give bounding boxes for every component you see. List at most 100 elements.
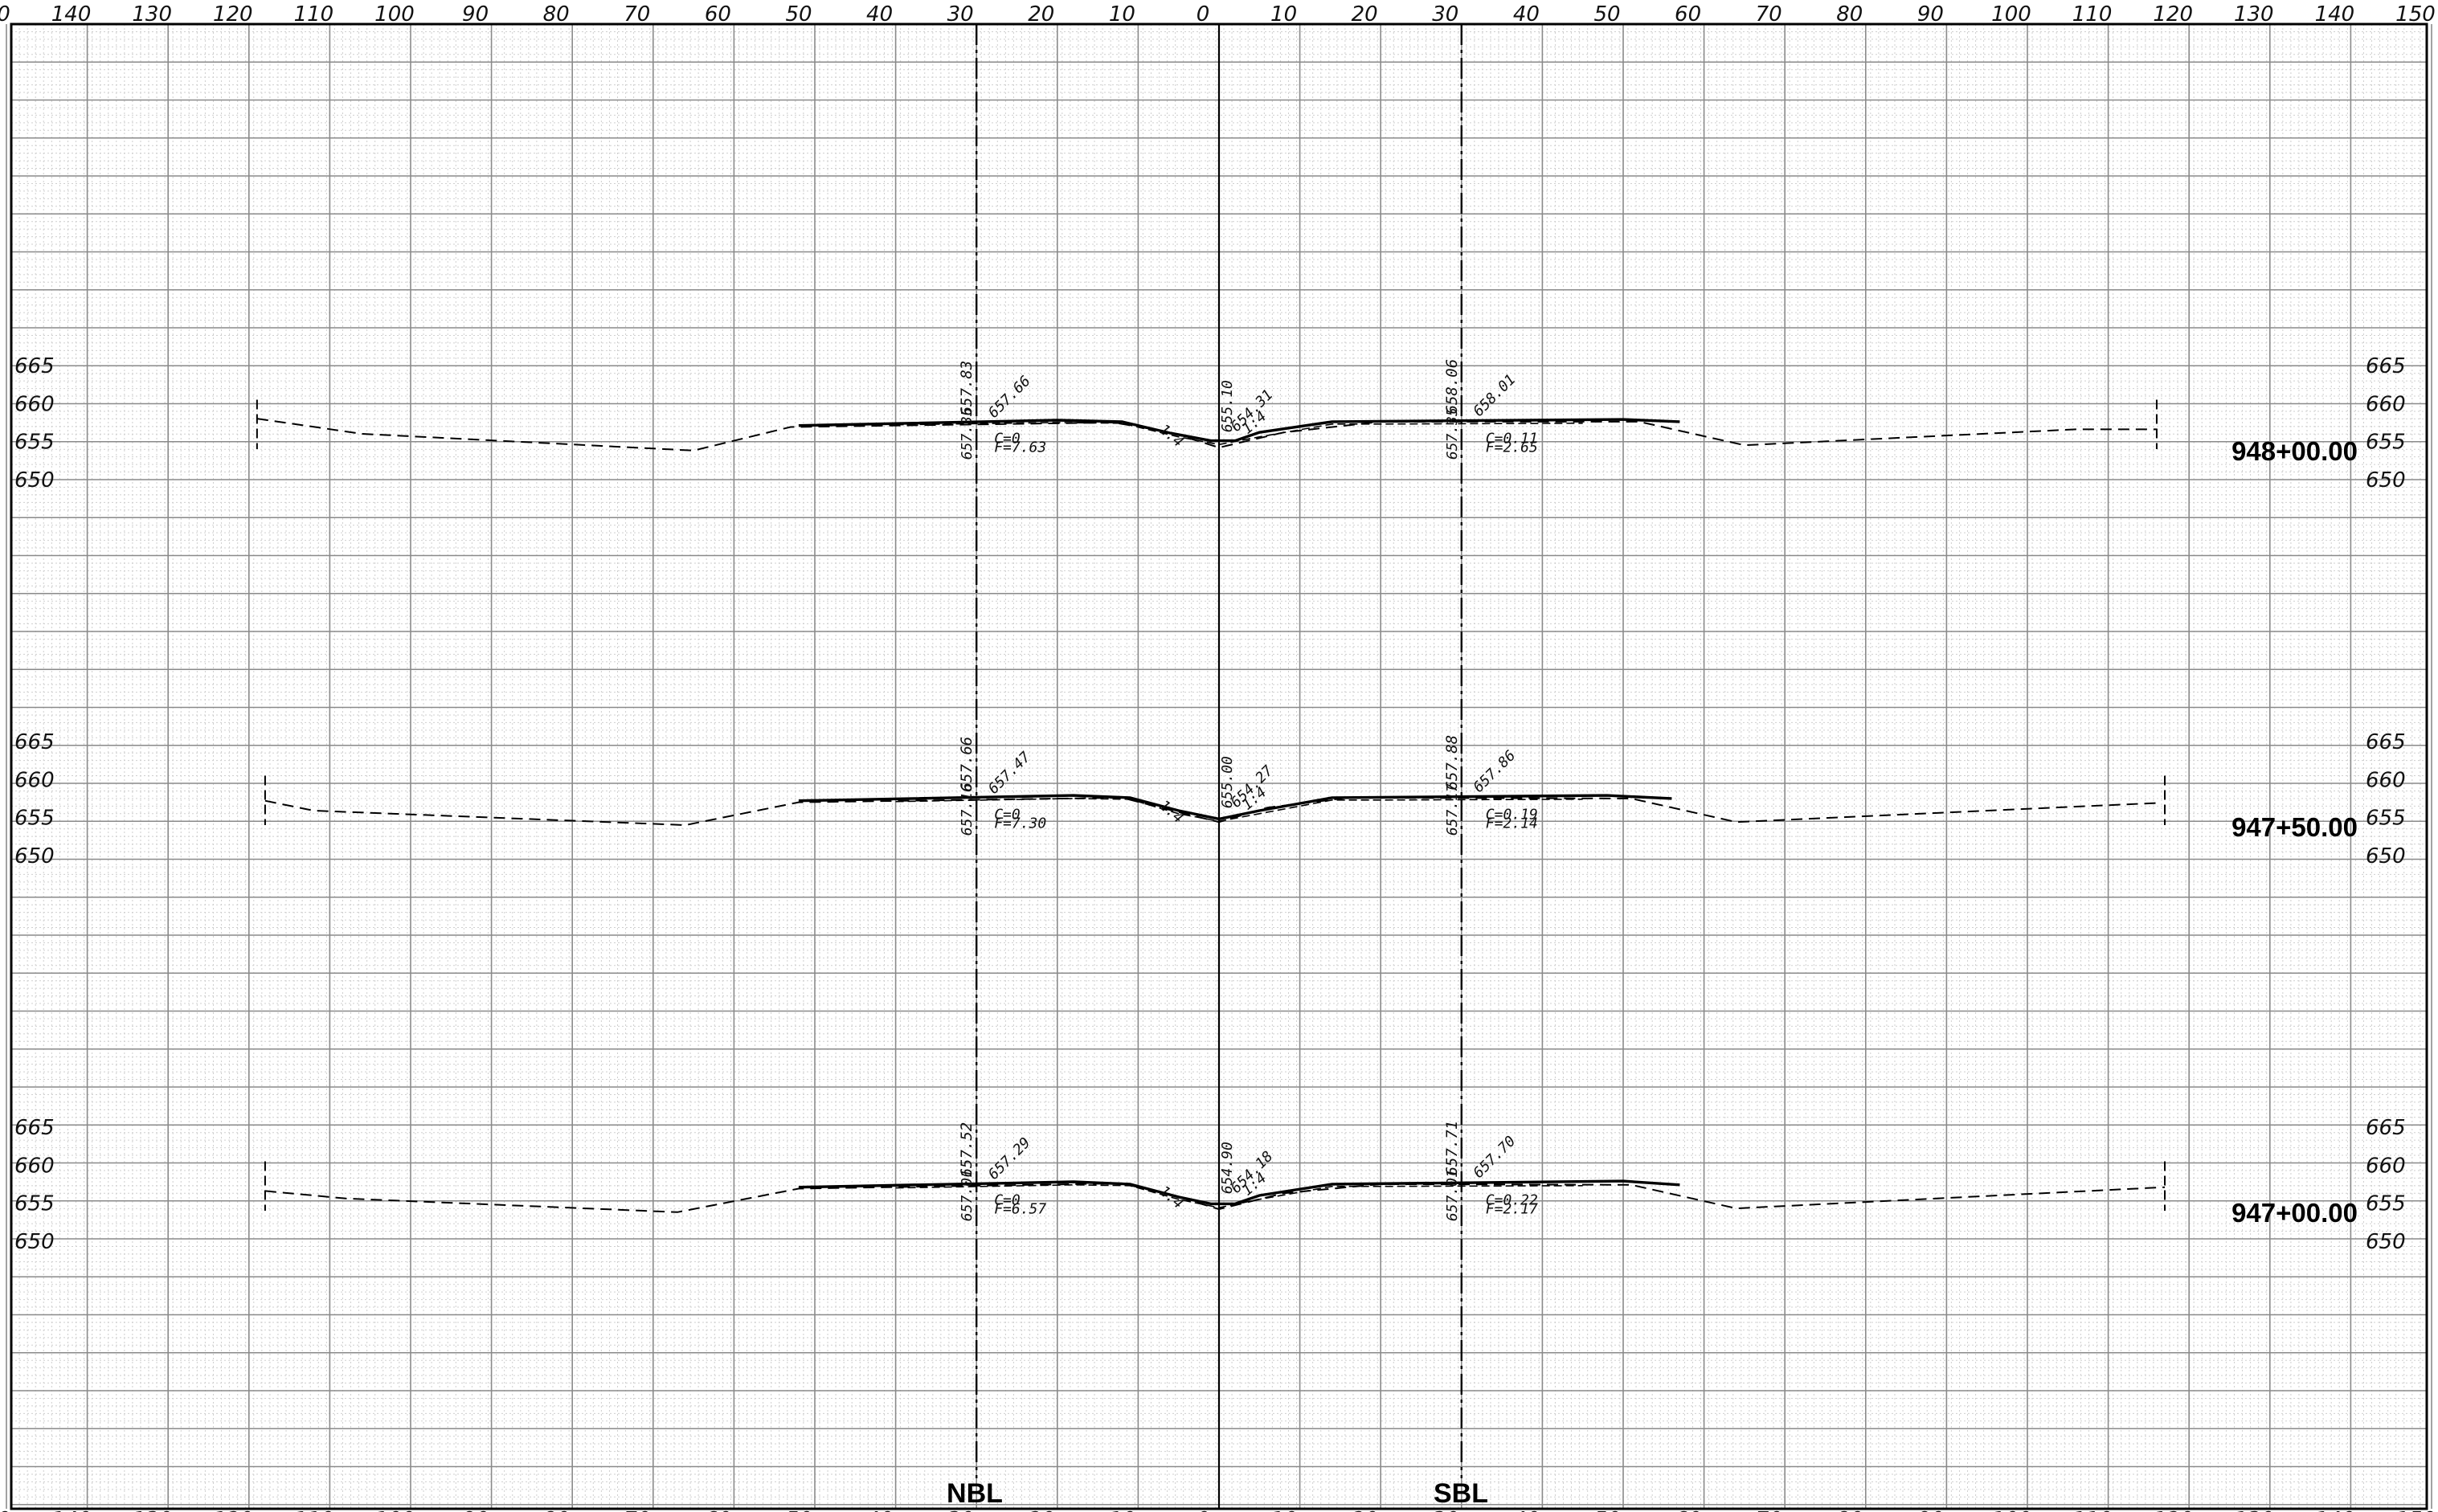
- sbl-edge-elevation: 657.86: [1470, 747, 1519, 796]
- nbl-grade-elevation: 657.52: [958, 1122, 976, 1178]
- nbl-subgrade-elevation: 657.01: [959, 1169, 976, 1221]
- elevation-label-left: 660: [14, 392, 55, 416]
- x-tick-top: 90: [462, 2, 489, 27]
- sbl-fill-value: F=2.65: [1486, 439, 1538, 456]
- x-axis-top: 1501401301201101009080706050403020100102…: [0, 2, 2436, 27]
- x-tick-bottom: 90: [462, 1508, 489, 1512]
- x-tick-bottom: 130: [2234, 1508, 2274, 1512]
- x-tick-top: 90: [1917, 2, 1944, 27]
- x-tick-top: 50: [1593, 2, 1620, 27]
- x-tick-bottom: 80: [1836, 1508, 1863, 1512]
- elevation-label-right: 650: [2366, 844, 2406, 868]
- x-tick-top: 100: [374, 2, 415, 27]
- x-tick-top: 140: [2315, 2, 2355, 27]
- x-tick-top: 30: [947, 2, 974, 27]
- x-tick-bottom: 100: [374, 1508, 415, 1512]
- nbl-cut-value: C=0: [994, 806, 1021, 823]
- x-tick-bottom: 120: [2153, 1508, 2193, 1512]
- x-tick-bottom: 60: [705, 1508, 731, 1512]
- x-tick-bottom: 30: [1432, 1508, 1458, 1512]
- x-tick-bottom: 70: [1756, 1508, 1782, 1512]
- slope-left: 1:4: [1156, 1183, 1186, 1212]
- sbl-label: SBL: [1434, 1478, 1488, 1509]
- x-tick-top: 0: [1197, 2, 1210, 27]
- x-tick-top: 30: [1432, 2, 1458, 27]
- x-tick-top: 150: [2395, 2, 2436, 27]
- x-tick-top: 10: [1270, 2, 1297, 27]
- nbl-grade-elevation: 657.66: [958, 737, 976, 792]
- nbl-label: NBL: [947, 1478, 1003, 1509]
- elevation-label-right: 660: [2366, 392, 2406, 416]
- existing-ground-line: [256, 418, 2157, 452]
- elevation-label-right: 665: [2366, 1116, 2406, 1140]
- x-tick-top: 50: [785, 2, 812, 27]
- x-tick-top: 120: [213, 2, 253, 27]
- x-tick-top: 70: [1756, 2, 1782, 27]
- x-tick-bottom: 20: [1352, 1508, 1378, 1512]
- elevation-label-right: 660: [2366, 1154, 2406, 1178]
- nbl-fill-value: F=6.57: [994, 1201, 1046, 1218]
- x-tick-top: 60: [705, 2, 731, 27]
- x-tick-bottom: 120: [213, 1508, 253, 1512]
- x-tick-bottom: 40: [1513, 1508, 1540, 1512]
- nbl-cut-value: C=0: [994, 1191, 1021, 1208]
- ditch-grade-elevation: 655.00: [1219, 756, 1236, 808]
- nbl-fill-value: F=7.63: [994, 439, 1046, 456]
- elevation-label-right: 650: [2366, 1230, 2406, 1254]
- elevation-label-left: 660: [14, 768, 55, 792]
- x-tick-bottom: 60: [1675, 1508, 1701, 1512]
- nbl-edge-elevation: 657.47: [985, 749, 1034, 798]
- existing-ground-line: [264, 1182, 2166, 1213]
- x-tick-top: 130: [132, 2, 172, 27]
- x-tick-top: 10: [1109, 2, 1135, 27]
- elevation-label-left: 665: [14, 354, 55, 378]
- elevation-label-right: 655: [2366, 431, 2406, 455]
- x-tick-bottom: 140: [2315, 1508, 2355, 1512]
- x-tick-top: 20: [1352, 2, 1378, 27]
- x-tick-top: 80: [543, 2, 570, 27]
- x-tick-top: 100: [1991, 2, 2031, 27]
- sbl-subgrade-elevation: 657.17: [1444, 783, 1461, 836]
- x-tick-bottom: 10: [1270, 1508, 1297, 1512]
- sbl-fill-value: F=2.14: [1486, 815, 1538, 832]
- proposed-grade-line: [798, 794, 1672, 821]
- x-tick-bottom: 140: [51, 1508, 92, 1512]
- x-tick-top: 40: [866, 2, 893, 27]
- slope-left: 1:4: [1156, 421, 1186, 451]
- x-tick-top: 80: [1836, 2, 1863, 27]
- centerlines: [975, 24, 1463, 1509]
- x-tick-bottom: 10: [1109, 1508, 1135, 1512]
- elevation-label-left: 655: [14, 431, 55, 455]
- sbl-edge-elevation: 658.01: [1470, 371, 1519, 420]
- slope-left: 1:4: [1156, 797, 1186, 827]
- elevation-label-left: 655: [14, 807, 55, 831]
- x-tick-bottom: 80: [543, 1508, 570, 1512]
- x-tick-bottom: 150: [0, 1508, 10, 1512]
- x-tick-top: 140: [51, 2, 92, 27]
- nbl-subgrade-elevation: 657.16: [959, 783, 976, 836]
- elevation-label-left: 650: [14, 1230, 55, 1254]
- sbl-fill-value: F=2.17: [1486, 1201, 1538, 1218]
- elevation-label-left: 650: [14, 468, 55, 492]
- x-tick-top: 110: [294, 2, 334, 27]
- nbl-subgrade-elevation: 657.35: [959, 407, 976, 460]
- nbl-edge-elevation: 657.66: [985, 373, 1034, 422]
- x-tick-top: 70: [624, 2, 650, 27]
- x-tick-bottom: 20: [1028, 1508, 1054, 1512]
- elevation-label-right: 650: [2366, 468, 2406, 492]
- sbl-grade-elevation: 658.06: [1443, 359, 1461, 415]
- x-tick-top: 60: [1675, 2, 1701, 27]
- nbl-fill-value: F=7.30: [994, 815, 1046, 832]
- x-tick-bottom: 50: [785, 1508, 812, 1512]
- sbl-subgrade-elevation: 657.35: [1444, 407, 1461, 460]
- sbl-cut-value: C=0.19: [1486, 806, 1538, 823]
- x-tick-top: 150: [0, 2, 10, 27]
- sbl-subgrade-elevation: 657.01: [1444, 1169, 1461, 1221]
- x-tick-bottom: 30: [947, 1508, 974, 1512]
- x-tick-bottom: 70: [624, 1508, 650, 1512]
- sbl-cut-value: C=0.22: [1486, 1191, 1538, 1208]
- station-label: 947+50.00: [2231, 812, 2358, 842]
- proposed-grade-line: [798, 418, 1680, 443]
